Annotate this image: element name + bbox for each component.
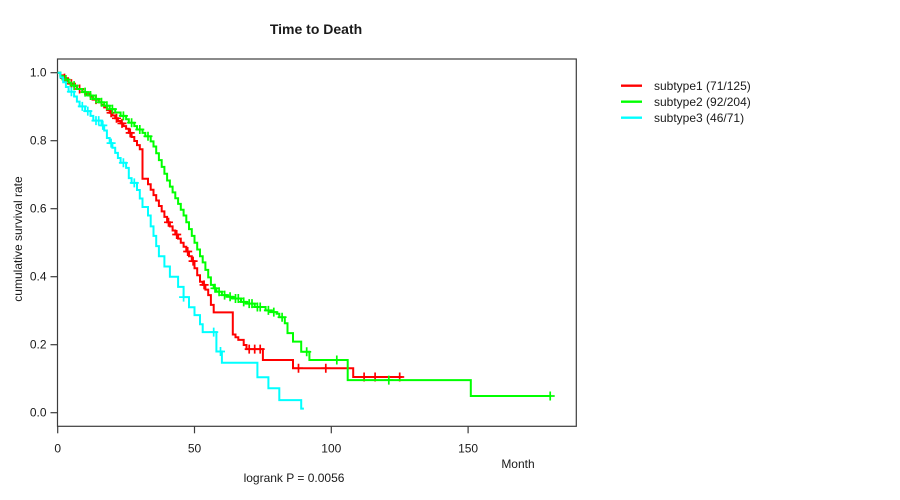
y-tick-label: 0.8 [30,134,47,148]
survival-curves [57,71,555,410]
legend-label-subtype1: subtype1 (71/125) [654,79,751,93]
censor-marks-subtype3 [66,87,225,356]
plot-box [56,58,577,427]
logrank-pvalue-annotation: logrank P = 0.0056 [244,471,345,485]
x-tick-label: 100 [321,441,341,455]
censor-marks-subtype2 [61,75,555,401]
x-tick-label: 0 [54,441,61,455]
legend-label-subtype2: subtype2 (92/204) [654,95,751,109]
legend-item-subtype1: subtype1 (71/125) [621,79,751,93]
y-tick-label: 0.6 [30,202,47,216]
legend: subtype1 (71/125) subtype2 (92/204) subt… [621,79,751,125]
legend-item-subtype2: subtype2 (92/204) [621,95,751,109]
y-tick-label: 0.2 [30,338,47,352]
curve-subtype1 [57,71,403,378]
x-axis: 0 50 100 150 [54,426,478,455]
x-tick-label: 150 [458,441,478,455]
x-tick-label: 50 [188,441,202,455]
legend-item-subtype3: subtype3 (46/71) [621,111,744,125]
y-axis-title: cumulative survival rate [11,176,25,302]
y-tick-label: 0.4 [30,270,47,284]
y-tick-label: 1.0 [30,66,47,80]
y-tick-label: 0.0 [30,406,47,420]
y-axis: 0.0 0.2 0.4 0.6 0.8 1.0 [30,66,58,420]
x-axis-title: Month [501,457,534,471]
legend-label-subtype3: subtype3 (46/71) [654,111,744,125]
chart-title: Time to Death [270,21,362,37]
